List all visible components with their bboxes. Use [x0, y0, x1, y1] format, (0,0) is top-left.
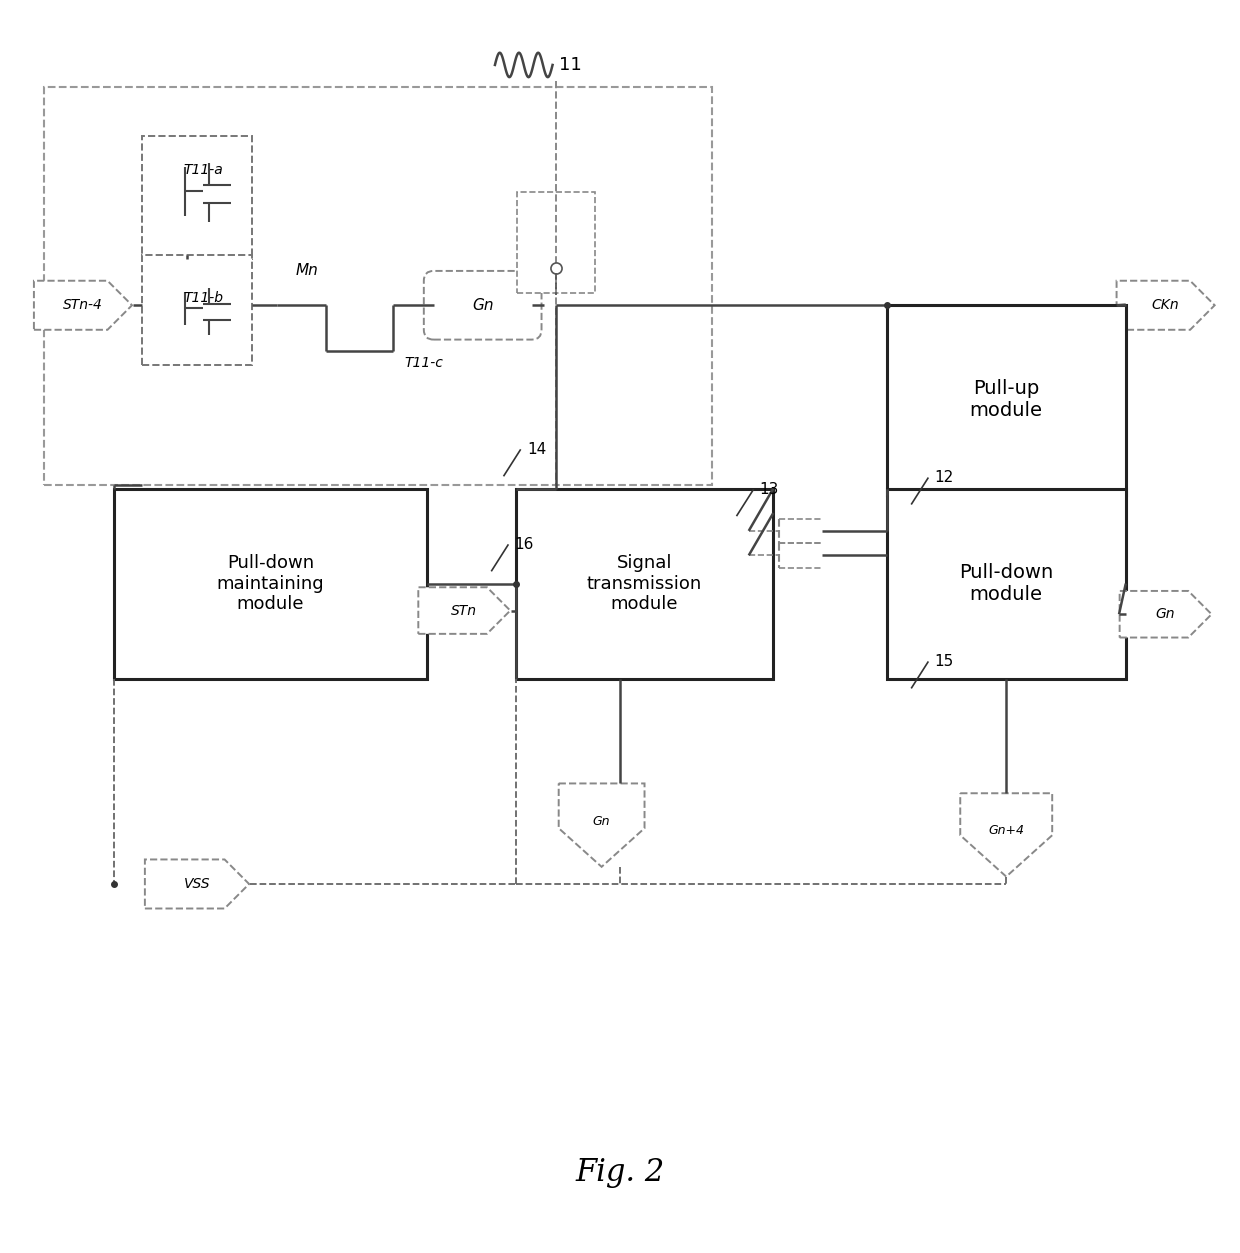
- Bar: [887, 304, 1126, 495]
- Text: 16: 16: [515, 536, 534, 551]
- Polygon shape: [1120, 591, 1211, 638]
- Text: STn-4: STn-4: [63, 298, 103, 312]
- Text: CKn: CKn: [1152, 298, 1179, 312]
- Bar: [141, 137, 252, 258]
- Text: Pull-down
module: Pull-down module: [959, 563, 1053, 604]
- FancyBboxPatch shape: [424, 271, 542, 340]
- Bar: [517, 193, 595, 293]
- Text: Gn: Gn: [1156, 608, 1176, 621]
- Text: Fig. 2: Fig. 2: [575, 1157, 665, 1188]
- Text: VSS: VSS: [184, 877, 211, 891]
- Text: 13: 13: [760, 481, 779, 496]
- Text: Pull-up
module: Pull-up module: [970, 380, 1043, 420]
- Bar: [141, 256, 252, 366]
- Polygon shape: [960, 793, 1053, 877]
- Bar: [114, 489, 427, 679]
- Text: 15: 15: [935, 654, 954, 669]
- Bar: [43, 86, 712, 485]
- Text: Gn: Gn: [593, 814, 610, 828]
- Text: Gn: Gn: [472, 298, 494, 313]
- Polygon shape: [418, 588, 511, 634]
- Polygon shape: [559, 783, 645, 867]
- Text: T11-a: T11-a: [184, 163, 223, 178]
- Polygon shape: [1116, 281, 1215, 330]
- Polygon shape: [33, 281, 131, 330]
- Text: 11: 11: [559, 56, 582, 74]
- Text: Gn+4: Gn+4: [988, 824, 1024, 837]
- Text: Mn: Mn: [296, 263, 319, 278]
- Text: T11-c: T11-c: [404, 356, 443, 370]
- Text: STn: STn: [451, 604, 477, 618]
- Bar: [887, 489, 1126, 679]
- Text: Signal
transmission
module: Signal transmission module: [587, 554, 702, 614]
- Text: 14: 14: [527, 442, 546, 457]
- Text: 12: 12: [935, 470, 954, 485]
- Text: T11-b: T11-b: [184, 291, 223, 304]
- Polygon shape: [145, 860, 249, 908]
- Bar: [516, 489, 774, 679]
- Text: Pull-down
maintaining
module: Pull-down maintaining module: [217, 554, 325, 614]
